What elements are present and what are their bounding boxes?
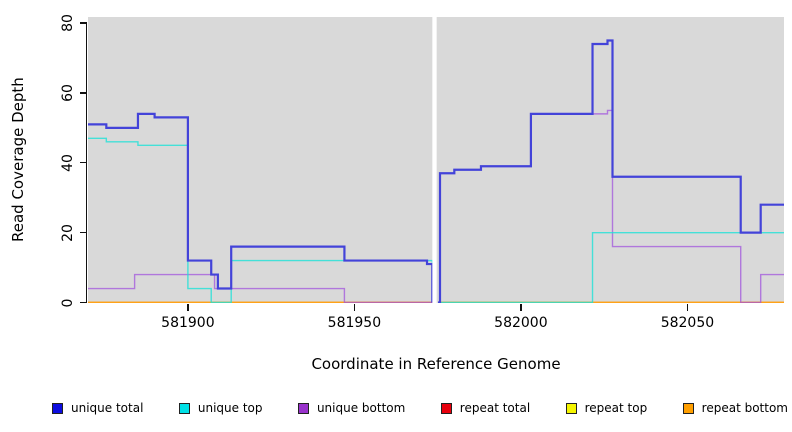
legend-label: repeat total <box>459 401 531 415</box>
unique-top-swatch-icon <box>178 402 190 414</box>
legend: unique total unique top unique bottom re… <box>52 399 788 417</box>
y-tick-mark <box>80 162 87 164</box>
y-tick-label: 80 <box>60 14 76 32</box>
y-tick-label: 40 <box>60 153 76 172</box>
missing-data-gap-band <box>432 17 437 303</box>
x-tick-mark <box>520 304 522 311</box>
unique-bottom-swatch-icon <box>297 402 309 414</box>
legend-label: unique total <box>71 401 144 415</box>
x-tick-mark <box>686 304 689 311</box>
legend-item-repeat-top: repeat top <box>565 401 648 415</box>
legend-item-repeat-bottom: repeat bottom <box>682 401 788 415</box>
repeat-total-swatch-icon <box>440 402 452 414</box>
x-tick-label: 582000 <box>494 315 548 331</box>
y-tick-mark <box>80 301 87 304</box>
x-tick-label: 582050 <box>660 315 715 331</box>
y-tick-mark <box>80 231 87 234</box>
series-line-unique-total <box>438 39 784 303</box>
legend-label: repeat bottom <box>701 401 788 415</box>
y-tick-mark <box>80 92 87 94</box>
x-tick-label: 581950 <box>327 315 382 331</box>
plot-lines-svg <box>88 17 784 303</box>
legend-item-unique-top: unique top <box>178 401 263 415</box>
y-tick-mark <box>80 22 87 24</box>
y-tick-label: 20 <box>60 223 76 242</box>
x-tick-mark <box>187 304 189 311</box>
repeat-top-swatch-icon <box>565 402 577 414</box>
legend-label: unique top <box>197 401 263 415</box>
y-axis-title: Read Coverage Depth <box>9 77 27 242</box>
legend-item-unique-bottom: unique bottom <box>297 401 406 415</box>
series-line-unique-top <box>438 231 784 303</box>
legend-label: unique bottom <box>316 401 406 415</box>
series-line-unique-bottom <box>88 273 433 303</box>
legend-item-unique-total: unique total <box>52 401 143 415</box>
series-line-unique-total <box>88 112 434 303</box>
x-axis-title: Coordinate in Reference Genome <box>311 355 561 373</box>
x-tick-mark <box>353 304 356 311</box>
plot-panel <box>88 17 784 303</box>
y-tick-label: 0 <box>60 298 76 307</box>
legend-item-repeat-total: repeat total <box>440 401 531 415</box>
repeat-bottom-swatch-icon <box>682 402 694 414</box>
unique-total-swatch-icon <box>52 402 63 414</box>
legend-label: repeat top <box>584 401 648 415</box>
y-tick-label: 60 <box>60 83 76 102</box>
x-tick-label: 581900 <box>161 315 215 331</box>
